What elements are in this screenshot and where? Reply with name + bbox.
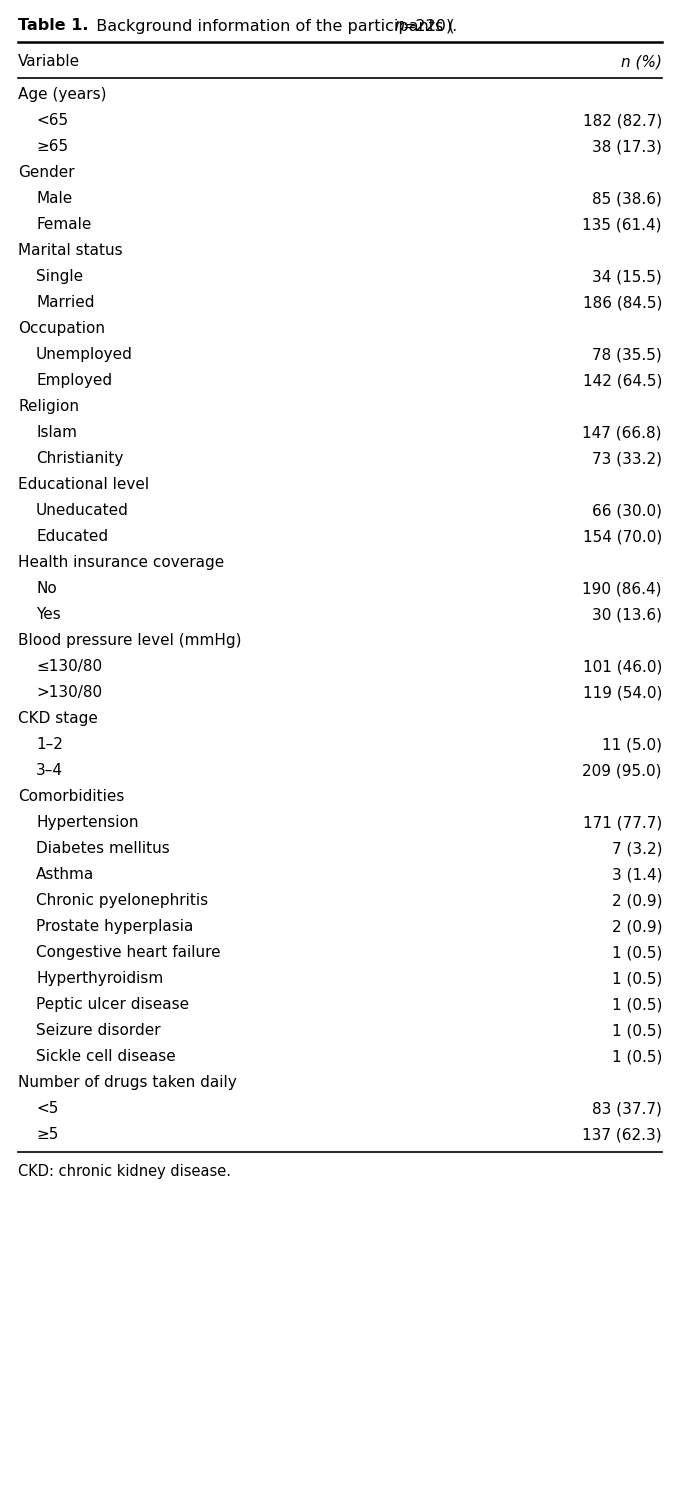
Text: ≥5: ≥5 [36,1128,58,1143]
Text: Hyperthyroidism: Hyperthyroidism [36,972,163,987]
Text: 135 (61.4): 135 (61.4) [583,217,662,232]
Text: Health insurance coverage: Health insurance coverage [18,556,224,571]
Text: 171 (77.7): 171 (77.7) [583,816,662,831]
Text: Variable: Variable [18,55,80,70]
Text: Hypertension: Hypertension [36,816,139,831]
Text: 1 (0.5): 1 (0.5) [611,1024,662,1039]
Text: >130/80: >130/80 [36,685,102,700]
Text: Age (years): Age (years) [18,88,107,103]
Text: 1 (0.5): 1 (0.5) [611,997,662,1012]
Text: 3–4: 3–4 [36,764,63,779]
Text: Religion: Religion [18,400,79,415]
Text: 1–2: 1–2 [36,737,63,752]
Text: CKD: chronic kidney disease.: CKD: chronic kidney disease. [18,1165,231,1180]
Text: Blood pressure level (mmHg): Blood pressure level (mmHg) [18,633,241,648]
Text: 85 (38.6): 85 (38.6) [592,192,662,207]
Text: Married: Married [36,296,95,311]
Text: Educational level: Educational level [18,477,149,492]
Text: ≥65: ≥65 [36,140,68,155]
Text: Unemployed: Unemployed [36,348,133,363]
Text: 3 (1.4): 3 (1.4) [611,868,662,883]
Text: Single: Single [36,269,83,284]
Text: Peptic ulcer disease: Peptic ulcer disease [36,997,189,1012]
Text: <65: <65 [36,113,68,128]
Text: Male: Male [36,192,72,207]
Text: 2 (0.9): 2 (0.9) [611,893,662,908]
Text: 30 (13.6): 30 (13.6) [592,608,662,623]
Text: Congestive heart failure: Congestive heart failure [36,945,220,960]
Text: Number of drugs taken daily: Number of drugs taken daily [18,1076,237,1091]
Text: <5: <5 [36,1101,58,1116]
Text: 11 (5.0): 11 (5.0) [602,737,662,752]
Text: Educated: Educated [36,529,108,544]
Text: 78 (35.5): 78 (35.5) [592,348,662,363]
Text: 83 (37.7): 83 (37.7) [592,1101,662,1116]
Text: Asthma: Asthma [36,868,95,883]
Text: 137 (62.3): 137 (62.3) [582,1128,662,1143]
Text: Employed: Employed [36,373,112,388]
Text: No: No [36,581,56,596]
Text: 186 (84.5): 186 (84.5) [583,296,662,311]
Text: 66 (30.0): 66 (30.0) [592,504,662,519]
Text: Islam: Islam [36,425,77,440]
Text: n: n [394,18,404,34]
Text: Occupation: Occupation [18,321,105,336]
Text: 154 (70.0): 154 (70.0) [583,529,662,544]
Text: 209 (95.0): 209 (95.0) [583,764,662,779]
Text: Background information of the participants (: Background information of the participan… [86,18,455,34]
Text: Diabetes mellitus: Diabetes mellitus [36,841,170,856]
Text: 147 (66.8): 147 (66.8) [583,425,662,440]
Text: Marital status: Marital status [18,244,122,259]
Text: 142 (64.5): 142 (64.5) [583,373,662,388]
Text: 34 (15.5): 34 (15.5) [592,269,662,284]
Text: 1 (0.5): 1 (0.5) [611,1049,662,1064]
Text: 73 (33.2): 73 (33.2) [592,452,662,467]
Text: 182 (82.7): 182 (82.7) [583,113,662,128]
Text: 101 (46.0): 101 (46.0) [583,660,662,675]
Text: 2 (0.9): 2 (0.9) [611,920,662,935]
Text: 1 (0.5): 1 (0.5) [611,972,662,987]
Text: Seizure disorder: Seizure disorder [36,1024,160,1039]
Text: n (%): n (%) [621,55,662,70]
Text: =220).: =220). [402,18,457,34]
Text: Female: Female [36,217,91,232]
Text: Comorbidities: Comorbidities [18,789,124,804]
Text: Uneducated: Uneducated [36,504,129,519]
Text: 7 (3.2): 7 (3.2) [611,841,662,856]
Text: Sickle cell disease: Sickle cell disease [36,1049,175,1064]
Text: Gender: Gender [18,165,75,180]
Text: Christianity: Christianity [36,452,123,467]
Text: Prostate hyperplasia: Prostate hyperplasia [36,920,193,935]
Text: Table 1.: Table 1. [18,18,88,34]
Text: 38 (17.3): 38 (17.3) [592,140,662,155]
Text: Yes: Yes [36,608,61,623]
Text: Chronic pyelonephritis: Chronic pyelonephritis [36,893,208,908]
Text: 119 (54.0): 119 (54.0) [583,685,662,700]
Text: CKD stage: CKD stage [18,712,98,727]
Text: 1 (0.5): 1 (0.5) [611,945,662,960]
Text: ≤130/80: ≤130/80 [36,660,102,675]
Text: 190 (86.4): 190 (86.4) [583,581,662,596]
